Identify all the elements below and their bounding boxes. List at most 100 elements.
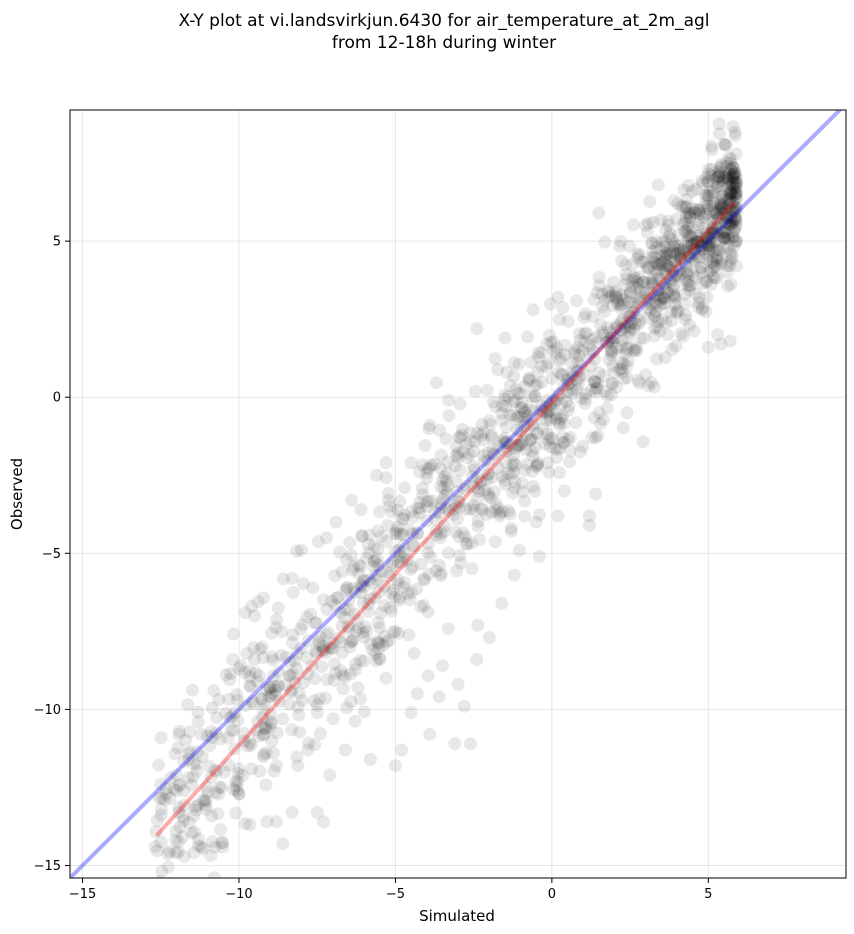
data-point bbox=[402, 522, 416, 536]
data-point bbox=[728, 175, 742, 188]
data-point bbox=[718, 204, 732, 218]
data-point bbox=[556, 367, 570, 381]
data-point bbox=[729, 147, 743, 161]
data-point bbox=[663, 248, 677, 262]
data-point bbox=[359, 624, 373, 638]
data-point bbox=[402, 628, 416, 642]
data-point bbox=[284, 685, 298, 699]
data-point bbox=[526, 449, 540, 463]
data-point bbox=[697, 200, 711, 214]
data-point bbox=[725, 251, 739, 265]
data-point bbox=[263, 681, 277, 695]
data-point bbox=[368, 591, 382, 605]
data-point bbox=[267, 764, 281, 778]
data-point bbox=[177, 784, 191, 798]
data-point bbox=[316, 644, 330, 658]
data-point bbox=[642, 379, 655, 393]
data-point bbox=[152, 758, 166, 772]
data-point bbox=[649, 251, 663, 265]
data-point bbox=[710, 179, 724, 193]
data-point bbox=[712, 169, 726, 183]
data-point bbox=[654, 255, 668, 269]
data-point bbox=[306, 581, 320, 595]
data-point bbox=[411, 501, 425, 515]
data-point bbox=[456, 445, 470, 459]
data-point bbox=[711, 180, 725, 194]
data-point bbox=[388, 527, 402, 541]
data-point bbox=[647, 309, 661, 323]
data-point bbox=[192, 832, 206, 846]
data-point bbox=[675, 218, 689, 232]
data-point bbox=[584, 359, 598, 373]
data-point bbox=[709, 206, 723, 220]
data-point bbox=[477, 483, 491, 497]
data-point bbox=[679, 308, 693, 322]
data-point bbox=[587, 411, 601, 425]
data-point bbox=[693, 250, 707, 264]
data-point bbox=[172, 779, 186, 793]
data-point bbox=[552, 388, 566, 402]
identity-line bbox=[70, 110, 843, 878]
data-point bbox=[588, 352, 602, 366]
data-point bbox=[228, 706, 242, 720]
data-point bbox=[722, 229, 735, 243]
data-point bbox=[541, 405, 555, 419]
data-point bbox=[651, 284, 665, 298]
data-point bbox=[357, 574, 371, 588]
data-point bbox=[259, 778, 273, 792]
data-point bbox=[295, 543, 308, 557]
data-point bbox=[319, 646, 333, 660]
data-point bbox=[386, 556, 400, 570]
data-point bbox=[574, 391, 588, 405]
data-point bbox=[240, 647, 254, 661]
data-point bbox=[397, 545, 411, 559]
data-point bbox=[597, 369, 611, 383]
data-point bbox=[670, 268, 683, 282]
data-point bbox=[535, 399, 548, 412]
data-point bbox=[186, 683, 200, 697]
data-point bbox=[260, 683, 274, 697]
data-point bbox=[700, 275, 714, 289]
data-point bbox=[229, 774, 243, 788]
data-point bbox=[620, 406, 634, 420]
data-point bbox=[680, 206, 694, 220]
data-point bbox=[724, 218, 738, 232]
data-point bbox=[348, 586, 362, 600]
data-point bbox=[512, 543, 526, 557]
data-point bbox=[463, 426, 477, 440]
data-point bbox=[710, 251, 724, 265]
data-point bbox=[473, 533, 487, 547]
data-point bbox=[657, 290, 671, 304]
data-point bbox=[576, 439, 590, 453]
data-point bbox=[518, 412, 532, 426]
data-point bbox=[538, 437, 552, 451]
data-point bbox=[265, 734, 279, 748]
data-point bbox=[600, 401, 614, 415]
data-point bbox=[678, 256, 691, 270]
data-point bbox=[432, 690, 446, 704]
data-point bbox=[531, 456, 545, 470]
data-point bbox=[604, 289, 618, 303]
data-point bbox=[622, 239, 636, 253]
data-point bbox=[148, 840, 162, 854]
data-point bbox=[453, 397, 467, 411]
data-point bbox=[172, 800, 186, 814]
data-point bbox=[607, 275, 620, 289]
data-point bbox=[557, 484, 571, 498]
data-point bbox=[222, 758, 236, 772]
data-point bbox=[578, 387, 592, 401]
data-point bbox=[561, 314, 575, 328]
data-point bbox=[711, 250, 725, 264]
data-point bbox=[652, 262, 666, 276]
data-point bbox=[714, 337, 728, 351]
data-point bbox=[662, 218, 676, 232]
data-point bbox=[465, 562, 479, 576]
data-point bbox=[582, 518, 596, 532]
data-point bbox=[627, 270, 641, 284]
data-point bbox=[697, 221, 711, 235]
data-point bbox=[605, 330, 619, 344]
data-point bbox=[703, 231, 717, 245]
data-point bbox=[579, 326, 593, 340]
data-point bbox=[549, 407, 563, 421]
data-point bbox=[195, 750, 209, 764]
